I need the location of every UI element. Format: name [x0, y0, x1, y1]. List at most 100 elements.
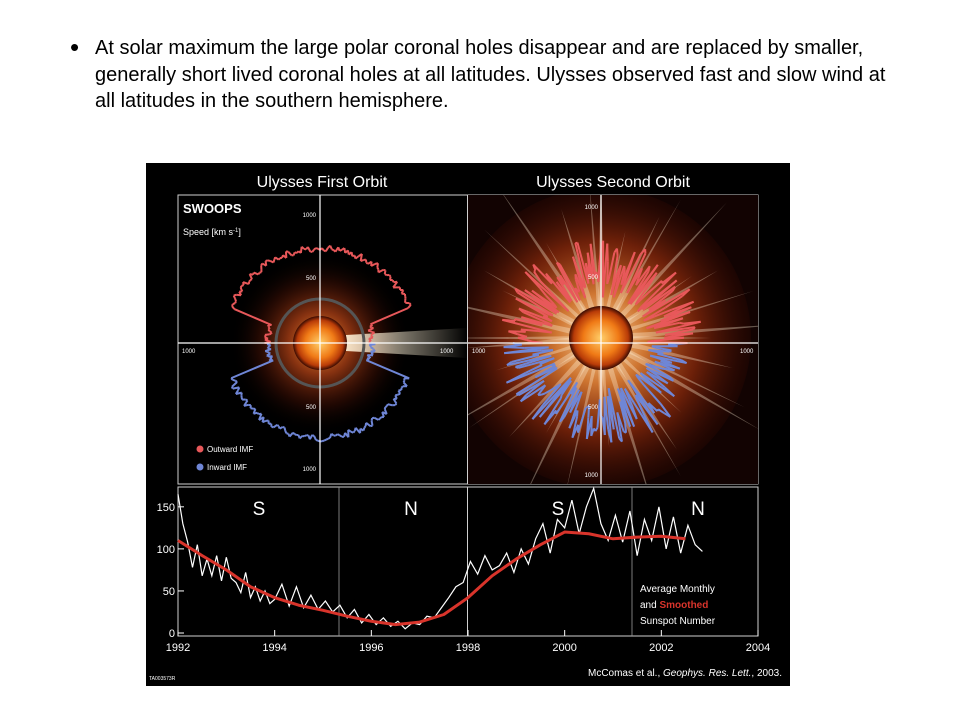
wind-speed-segment — [661, 367, 668, 371]
wind-speed-segment — [522, 311, 552, 326]
sunspot-x-axis: 1992 1994 1996 1998 2000 2002 2004 — [166, 630, 770, 654]
wind-speed-segment — [384, 273, 388, 276]
panel-title-second-orbit: Ulysses Second Orbit — [536, 174, 690, 191]
wind-speed-segment — [607, 387, 621, 439]
wind-speed-segment — [539, 357, 555, 366]
wind-speed-segment — [315, 438, 319, 442]
wind-speed-segment — [376, 266, 380, 270]
wind-speed-segment — [294, 433, 297, 436]
wind-speed-segment — [664, 295, 683, 309]
wind-speed-segment — [337, 433, 340, 437]
wind-speed-segment — [313, 435, 317, 441]
wind-speed-segment — [252, 272, 255, 275]
wind-speed-segment — [313, 247, 317, 251]
wind-speed-segment — [648, 349, 670, 353]
hemisphere-label-s-second: S — [552, 499, 565, 520]
wind-speed-segment — [542, 383, 562, 406]
coronal-ray — [530, 363, 591, 484]
outward-imf-legend-label: Outward IMF — [207, 445, 253, 454]
wind-speed-segment — [534, 366, 557, 379]
wind-speed-segment — [248, 279, 252, 283]
wind-speed-segment — [367, 260, 373, 265]
second-orbit-polar-plot — [468, 195, 758, 484]
wind-speed-segment — [253, 411, 258, 415]
wind-speed-segment — [283, 427, 287, 431]
wind-speed-segment — [266, 354, 269, 358]
wind-speed-segment — [270, 332, 273, 335]
wind-speed-segment — [388, 274, 392, 278]
figure-citation: McComas et al., Geophys. Res. Lett., 200… — [588, 668, 782, 679]
wind-speed-segment — [363, 425, 367, 429]
wind-speed-segment — [237, 387, 241, 391]
wind-speed-segment — [231, 386, 234, 389]
coronal-ray — [607, 365, 647, 484]
wind-speed-segment — [543, 409, 557, 426]
wind-speed-segment — [365, 422, 371, 427]
wind-speed-segment — [267, 325, 271, 329]
wind-speed-segment — [292, 251, 296, 256]
wind-speed-segment — [515, 365, 519, 369]
wind-speed-segment — [358, 253, 363, 257]
wind-speed-segment — [544, 389, 552, 395]
wind-speed-segment — [281, 254, 285, 259]
second-orbit-wind-speed-trace — [502, 240, 701, 443]
x-tick-label: 1996 — [359, 642, 383, 654]
wind-speed-segment — [623, 388, 635, 404]
wind-speed-segment — [635, 399, 644, 412]
wind-speed-segment — [516, 291, 554, 317]
wind-speed-segment — [279, 426, 284, 430]
wind-speed-segment — [520, 384, 546, 403]
x-tick-label: 2002 — [649, 642, 673, 654]
panel-title-first-orbit: Ulysses First Orbit — [257, 174, 388, 191]
y-tick-label: 0 — [169, 628, 175, 640]
wind-speed-segment — [645, 363, 671, 379]
x-tick-label: 1994 — [262, 642, 286, 654]
wind-speed-segment — [267, 328, 270, 331]
sunspot-legend-line2: and Smoothed — [640, 600, 708, 611]
wind-speed-segment — [370, 334, 373, 337]
wind-speed-segment — [384, 405, 388, 408]
wind-speed-segment — [267, 259, 271, 262]
polar-tick-right-right-1000: 1000 — [740, 349, 754, 355]
wind-speed-segment — [249, 278, 253, 282]
coronal-ray — [629, 290, 754, 331]
wind-speed-segment — [656, 374, 669, 385]
wind-speed-segment — [645, 367, 674, 382]
wind-speed-segment — [558, 387, 578, 423]
wind-speed-segment — [518, 307, 553, 323]
wind-speed-segment — [299, 435, 303, 440]
wind-speed-segment — [610, 255, 619, 296]
wind-speed-segment — [370, 420, 374, 426]
wind-speed-segment — [514, 287, 558, 315]
wind-speed-segment — [277, 257, 281, 261]
wind-speed-segment — [643, 306, 667, 322]
polar-tick-left-1000: 1000 — [182, 349, 196, 355]
wind-speed-segment — [362, 427, 366, 431]
wind-speed-segment — [620, 391, 636, 427]
wind-speed-segment — [230, 359, 274, 380]
wind-speed-segment — [647, 339, 654, 344]
wind-speed-segment — [650, 364, 663, 370]
wind-speed-segment — [408, 302, 412, 306]
wind-speed-segment — [352, 430, 356, 434]
wind-speed-segment — [333, 249, 337, 253]
wind-speed-segment — [518, 307, 524, 314]
sunspot-legend-smoothed: Smoothed — [659, 600, 708, 611]
wind-speed-segment — [265, 259, 268, 263]
wind-speed-segment — [612, 264, 622, 298]
wind-speed-segment — [386, 403, 389, 407]
wind-speed-segment — [526, 338, 533, 343]
wind-speed-segment — [679, 321, 684, 325]
wind-speed-segment — [383, 408, 388, 415]
wind-speed-segment — [239, 285, 243, 289]
wind-speed-segment — [273, 256, 277, 261]
wind-speed-segment — [394, 402, 398, 406]
wind-speed-segment — [515, 393, 520, 397]
wind-speed-segment — [284, 430, 288, 434]
polar-tick-right-bottom-500: 500 — [588, 405, 599, 411]
wind-speed-segment — [654, 308, 673, 318]
hemisphere-label-n-first: N — [404, 499, 418, 520]
wind-speed-segment — [230, 377, 234, 381]
polar-tick-right-top-500: 500 — [588, 275, 599, 281]
wind-speed-segment — [370, 333, 373, 337]
